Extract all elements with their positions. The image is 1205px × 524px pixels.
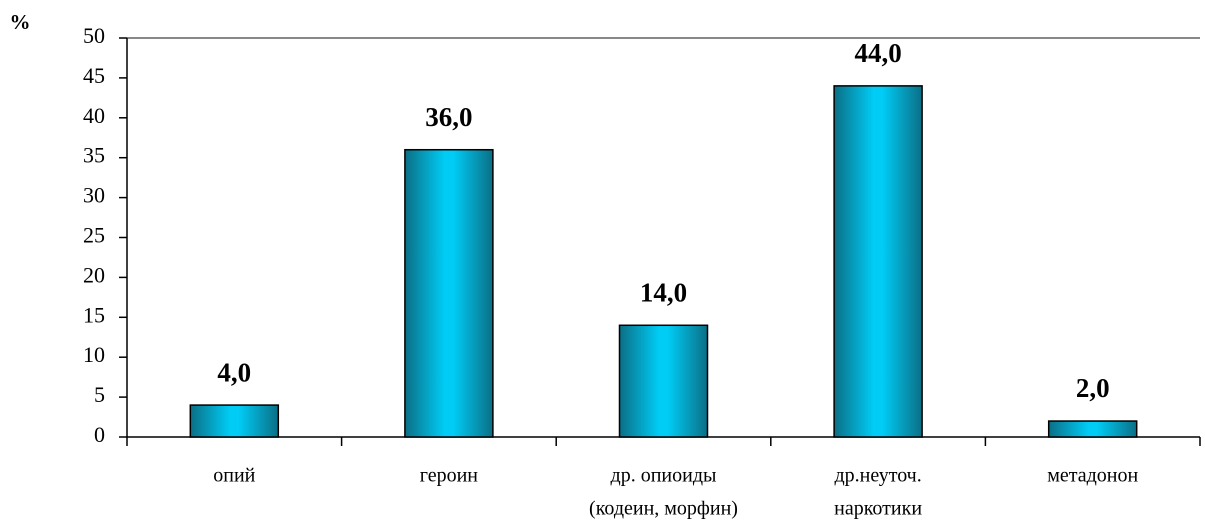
- x-tick-label: опий: [213, 465, 255, 487]
- y-tick-label: 10: [83, 342, 105, 367]
- value-label: 4,0: [217, 357, 251, 387]
- y-tick-label: 20: [83, 262, 105, 287]
- y-tick-label: 30: [83, 183, 105, 208]
- value-label: 14,0: [640, 277, 687, 307]
- y-tick-label: 35: [83, 143, 105, 168]
- bar: [189, 404, 280, 438]
- y-tick-label: 40: [83, 103, 105, 128]
- y-tick-label: 50: [83, 23, 105, 48]
- y-axis-label: %: [10, 10, 31, 34]
- value-label: 44,0: [854, 38, 901, 68]
- x-tick-label: др. опиоиды: [611, 465, 717, 487]
- bar: [618, 324, 709, 438]
- bar: [833, 85, 923, 438]
- bar: [404, 148, 494, 438]
- x-tick-label: наркотики: [834, 498, 922, 520]
- y-tick-label: 25: [83, 223, 105, 248]
- value-label: 2,0: [1076, 373, 1110, 403]
- x-tick-label: героин: [420, 465, 479, 487]
- x-tick-label: метадонон: [1047, 465, 1138, 487]
- value-label: 36,0: [425, 102, 472, 132]
- x-tick-label: др.неуточ.: [834, 465, 921, 487]
- x-tick-label: (кодеин, морфин): [589, 498, 738, 520]
- y-tick-label: 0: [94, 422, 105, 447]
- y-tick-label: 45: [83, 63, 105, 88]
- y-tick-label: 5: [94, 382, 105, 407]
- y-tick-label: 15: [83, 302, 105, 327]
- bar: [1047, 420, 1138, 438]
